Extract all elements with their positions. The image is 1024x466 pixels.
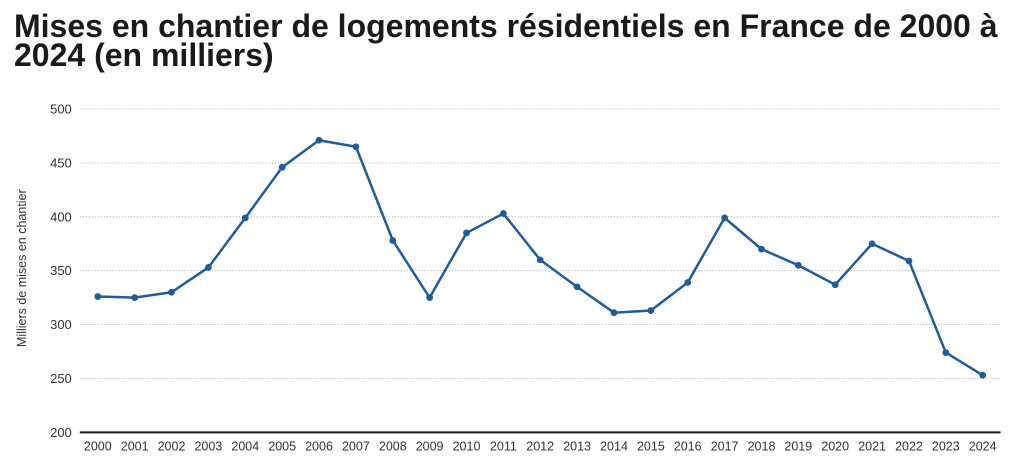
svg-text:2012: 2012 [526,439,554,453]
svg-text:250: 250 [50,371,72,386]
svg-text:2022: 2022 [895,439,923,453]
svg-text:2021: 2021 [858,439,886,453]
svg-text:2024: 2024 [969,439,997,453]
svg-text:2018: 2018 [748,439,776,453]
svg-text:300: 300 [50,317,72,332]
svg-text:200: 200 [50,425,72,440]
svg-text:2020: 2020 [821,439,849,453]
svg-text:2004: 2004 [231,439,259,453]
svg-text:2017: 2017 [711,439,739,453]
svg-text:2016: 2016 [674,439,702,453]
svg-text:2023: 2023 [932,439,960,453]
svg-text:2015: 2015 [637,439,665,453]
svg-text:350: 350 [50,263,72,278]
svg-text:2001: 2001 [121,439,149,453]
svg-text:2006: 2006 [305,439,333,453]
svg-text:2014: 2014 [600,439,628,453]
svg-text:2008: 2008 [379,439,407,453]
svg-text:2003: 2003 [194,439,222,453]
svg-text:450: 450 [50,155,72,170]
svg-text:2013: 2013 [563,439,591,453]
svg-text:2002: 2002 [158,439,186,453]
svg-text:2019: 2019 [784,439,812,453]
svg-text:2010: 2010 [453,439,481,453]
svg-text:2000: 2000 [84,439,112,453]
svg-text:500: 500 [50,102,72,117]
svg-text:2007: 2007 [342,439,370,453]
svg-text:2005: 2005 [268,439,296,453]
svg-text:2009: 2009 [416,439,444,453]
svg-text:400: 400 [50,209,72,224]
svg-text:2011: 2011 [490,439,517,453]
